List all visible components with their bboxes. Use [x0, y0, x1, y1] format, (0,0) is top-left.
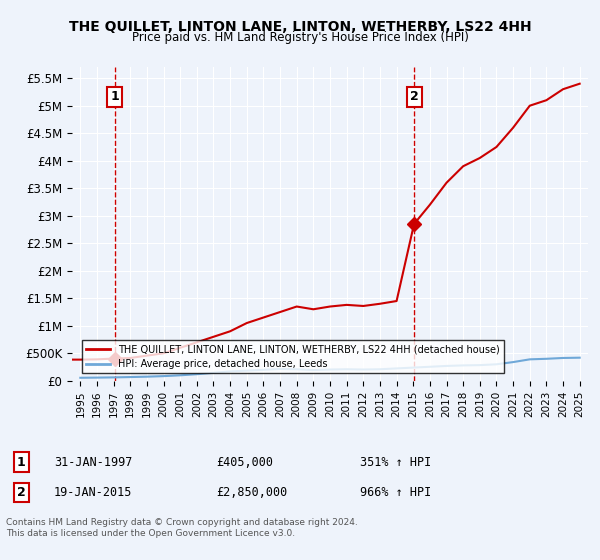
- Text: 31-JAN-1997: 31-JAN-1997: [54, 455, 133, 469]
- Text: Price paid vs. HM Land Registry's House Price Index (HPI): Price paid vs. HM Land Registry's House …: [131, 31, 469, 44]
- Text: £2,850,000: £2,850,000: [216, 486, 287, 500]
- Text: 966% ↑ HPI: 966% ↑ HPI: [360, 486, 431, 500]
- Text: 1: 1: [110, 91, 119, 104]
- Text: £405,000: £405,000: [216, 455, 273, 469]
- Text: 351% ↑ HPI: 351% ↑ HPI: [360, 455, 431, 469]
- Text: THE QUILLET, LINTON LANE, LINTON, WETHERBY, LS22 4HH: THE QUILLET, LINTON LANE, LINTON, WETHER…: [68, 20, 532, 34]
- Text: Contains HM Land Registry data © Crown copyright and database right 2024.
This d: Contains HM Land Registry data © Crown c…: [6, 518, 358, 538]
- Text: 2: 2: [17, 486, 25, 500]
- Text: 1: 1: [17, 455, 25, 469]
- Text: 19-JAN-2015: 19-JAN-2015: [54, 486, 133, 500]
- Text: 2: 2: [410, 91, 418, 104]
- Legend: THE QUILLET, LINTON LANE, LINTON, WETHERBY, LS22 4HH (detached house), HPI: Aver: THE QUILLET, LINTON LANE, LINTON, WETHER…: [82, 340, 503, 373]
